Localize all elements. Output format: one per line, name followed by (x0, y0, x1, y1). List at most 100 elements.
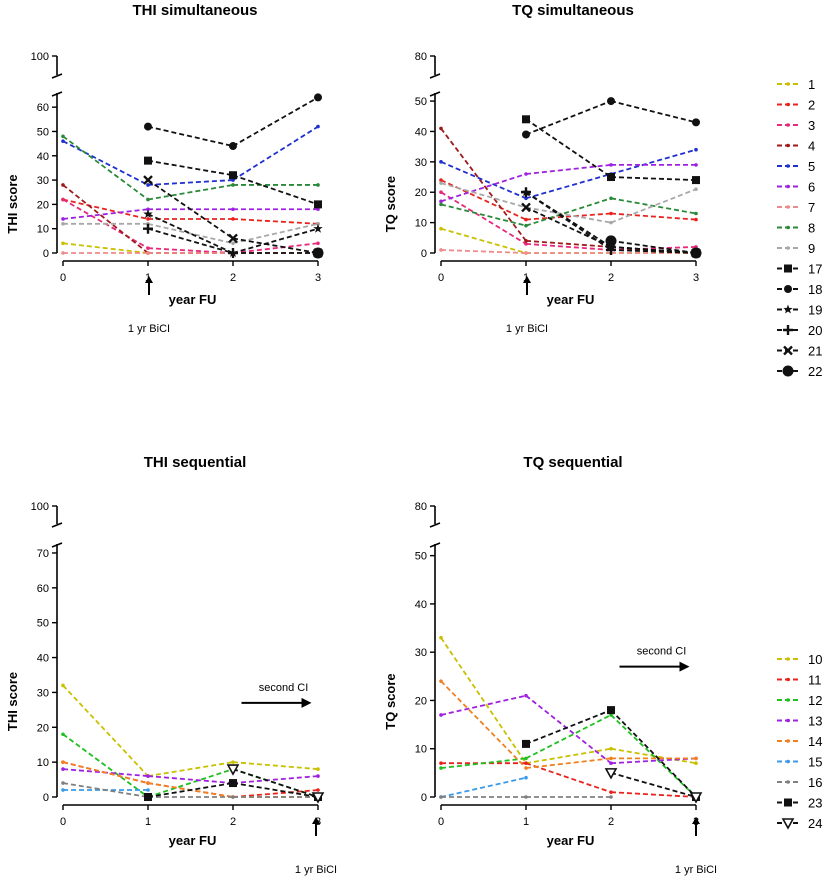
y-tick-label: 10 (37, 757, 49, 769)
data-point (521, 187, 531, 198)
data-point (439, 126, 443, 131)
legend-entry-13: 13 (777, 714, 822, 729)
data-point (694, 211, 698, 216)
series-line-segment (610, 148, 697, 175)
series-5 (61, 124, 320, 187)
y-axis-break-mark (51, 542, 63, 548)
data-point (231, 183, 235, 187)
y-tick-label: 50 (415, 96, 427, 108)
series-line-segment (440, 637, 527, 764)
data-point (524, 761, 528, 766)
y-tick-label: 30 (37, 175, 49, 187)
y-tick-label: 80 (415, 501, 427, 513)
data-point (521, 202, 531, 213)
data-point (146, 251, 150, 255)
legend-swatch-marker (786, 143, 790, 148)
data-point (146, 781, 150, 785)
y-axis-break-mark (429, 91, 441, 97)
series-line-segment (525, 757, 612, 769)
series-line-segment (525, 762, 612, 794)
chart-tq-seq: TQ sequential80010203040500123year FUTQ … (383, 454, 717, 876)
legend-label: 20 (808, 323, 822, 338)
series-line-segment (232, 761, 319, 771)
x-tick-label: 0 (438, 272, 444, 284)
data-point (524, 693, 528, 698)
y-tick-label: 10 (415, 218, 427, 230)
series-22 (312, 247, 324, 259)
series-line-segment (232, 227, 319, 254)
series-line-segment (62, 184, 149, 254)
series-line-segment (62, 684, 149, 777)
series-line-segment (525, 694, 612, 764)
series-line-segment (610, 757, 697, 765)
legend-label: 5 (808, 159, 815, 174)
chart-thi-seq: THI sequential1000102030405060700123year… (5, 454, 337, 876)
data-point (231, 241, 235, 246)
y-axis-label: THI score (5, 174, 20, 233)
y-tick-label: 0 (43, 792, 49, 804)
data-point (61, 139, 65, 143)
data-point (61, 217, 65, 221)
legend-label: 13 (808, 714, 822, 729)
series-line-segment (525, 173, 612, 200)
series-line-segment (147, 179, 234, 186)
legend-swatch-marker (783, 325, 793, 335)
data-point (231, 760, 235, 764)
x-axis-label: year FU (547, 833, 595, 848)
data-point (694, 756, 698, 761)
data-point (231, 795, 235, 799)
series-line-segment (610, 714, 697, 798)
legend-label: 4 (808, 139, 815, 154)
data-point (692, 176, 700, 185)
series-line-segment (147, 227, 234, 254)
x-tick-label: 2 (230, 272, 236, 284)
data-point (313, 223, 323, 233)
data-point (61, 183, 65, 187)
legend-sim: 1 2 3 4 5 6 7 8 9 17 18 19 20 21 22 (777, 77, 822, 379)
series-line-segment (525, 239, 612, 248)
y-tick-label: 20 (415, 187, 427, 199)
legend-label: 10 (808, 652, 822, 667)
series-line-segment (525, 191, 612, 251)
data-point (524, 251, 528, 255)
data-point (61, 683, 65, 688)
series-line-segment (147, 768, 234, 798)
legend-entry-15: 15 (777, 755, 822, 770)
data-point (144, 793, 152, 801)
data-point (609, 790, 613, 794)
series-line-segment (147, 179, 234, 240)
y-axis-label: TQ score (383, 673, 398, 729)
y-tick-label: 20 (37, 722, 49, 734)
series-line-segment (440, 694, 527, 716)
data-point (61, 251, 65, 255)
y-tick-label: 40 (37, 151, 49, 163)
data-point (143, 175, 153, 185)
data-point (524, 223, 528, 228)
x-tick-label: 2 (230, 816, 236, 828)
series-17 (522, 115, 700, 185)
legend-entry-9: 9 (777, 241, 815, 256)
y-tick-label: 20 (415, 695, 427, 707)
data-point (607, 706, 615, 715)
series-line-segment (62, 242, 149, 254)
chart-title: THI sequential (144, 454, 247, 471)
series-line-segment (525, 714, 612, 760)
y-axis-break-mark (51, 91, 63, 97)
annotation-arrowhead (301, 697, 312, 708)
legend-label: 14 (808, 734, 822, 749)
data-point (609, 746, 613, 751)
legend-label: 16 (808, 775, 822, 790)
data-point (146, 183, 150, 187)
data-point (439, 226, 443, 231)
data-point (61, 197, 65, 202)
data-point (231, 207, 235, 212)
legend-entry-3: 3 (777, 118, 815, 133)
series-line-segment (147, 159, 234, 177)
series-line-segment (232, 237, 319, 254)
series-line-segment (440, 680, 527, 769)
data-point (607, 173, 615, 182)
legend-swatch-marker (784, 798, 792, 807)
annotation-arrowhead (523, 276, 531, 283)
legend-entry-14: 14 (777, 734, 822, 749)
series-line-segment (610, 249, 697, 254)
